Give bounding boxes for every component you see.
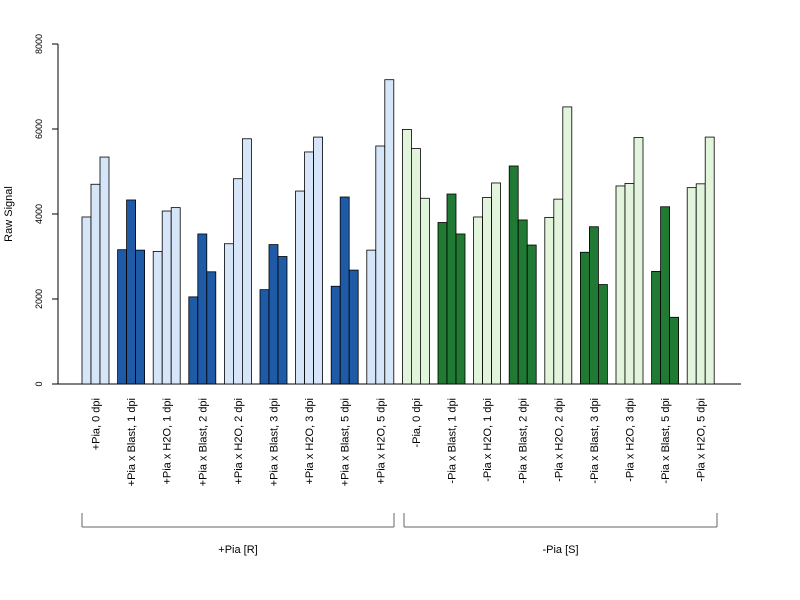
bar — [268, 244, 279, 385]
bar — [589, 226, 599, 385]
bar — [339, 196, 350, 385]
bar — [295, 190, 306, 385]
bar — [348, 269, 359, 385]
category-label: -Pia x Blast, 2 dpi — [518, 398, 530, 484]
category-label: +Pia x Blast, 1 dpi — [126, 398, 138, 486]
group-brackets: +Pia [R] -Pia [S] — [81, 513, 718, 556]
bar — [304, 151, 315, 385]
bars — [81, 79, 715, 385]
bar — [259, 289, 270, 385]
category-labels: +Pia, 0 dpi +Pia x Blast, 1 dpi +Pia x H2O… — [91, 398, 708, 486]
category-label: -Pia x H2O, 2 dpi — [553, 398, 565, 482]
bar — [437, 222, 448, 385]
bar — [624, 182, 635, 385]
bar — [526, 244, 537, 385]
category-label: +Pia x Blast, 5 dpi — [340, 398, 352, 486]
bar — [277, 256, 288, 385]
category-label: -Pia x H2O, 5 dpi — [696, 398, 708, 482]
bar — [206, 271, 217, 385]
y-tick-label: 0 — [34, 381, 44, 386]
y-axis: 0 2000 4000 6000 8000 — [34, 34, 59, 387]
bar — [330, 285, 341, 385]
bar — [90, 183, 101, 385]
bar — [482, 197, 493, 385]
bar — [410, 148, 421, 385]
category-label: -Pia, 0 dpi — [411, 398, 423, 448]
bar — [81, 216, 92, 385]
bar — [99, 156, 110, 385]
bar — [473, 216, 484, 385]
category-label: +Pia x H2O, 3 dpi — [304, 398, 316, 485]
bar — [401, 129, 412, 385]
bar — [508, 165, 519, 385]
category-label: +Pia x Blast, 3 dpi — [269, 398, 281, 486]
category-label: +Pia x Blast, 2 dpi — [197, 398, 209, 486]
bar — [117, 249, 127, 385]
bar — [695, 183, 706, 385]
y-tick-label: 6000 — [34, 119, 44, 139]
bar — [161, 210, 172, 385]
bar — [313, 136, 324, 385]
bar — [188, 296, 199, 385]
y-tick-label: 8000 — [34, 34, 44, 54]
bar — [704, 136, 715, 385]
bar — [517, 219, 528, 385]
bar — [170, 207, 181, 385]
y-tick-label: 4000 — [34, 204, 44, 224]
group-label: +Pia [R] — [218, 544, 257, 556]
bar — [633, 137, 644, 385]
category-label: +Pia x H2O, 1 dpi — [162, 398, 174, 485]
bar — [669, 316, 679, 385]
bar — [135, 249, 146, 385]
bar — [660, 206, 670, 385]
bar — [419, 197, 430, 385]
y-tick-label: 2000 — [34, 289, 44, 309]
category-label: -Pia x H2O, 1 dpi — [482, 398, 494, 482]
bar — [366, 249, 377, 385]
category-label: -Pia x Blast, 5 dpi — [660, 398, 672, 484]
group-label: -Pia [S] — [542, 544, 578, 556]
bar — [446, 193, 457, 385]
category-label: +Pia, 0 dpi — [91, 398, 103, 450]
bar — [152, 250, 163, 385]
bar — [126, 199, 136, 385]
bar — [491, 182, 502, 385]
bar — [375, 145, 386, 385]
bar — [197, 233, 208, 385]
bar — [686, 187, 697, 385]
bar — [455, 233, 466, 385]
category-label: -Pia x H2O, 3 dpi — [625, 398, 637, 482]
bar — [544, 216, 555, 385]
bar — [651, 270, 661, 385]
bar — [580, 251, 590, 385]
bar — [241, 138, 252, 385]
bar — [384, 79, 395, 385]
bar — [562, 106, 573, 385]
bar — [615, 185, 626, 385]
category-label: +Pia x H2O, 2 dpi — [233, 398, 245, 485]
bar — [223, 243, 234, 385]
bar — [232, 178, 243, 385]
category-label: -Pia x Blast, 1 dpi — [447, 398, 459, 484]
bar — [598, 284, 608, 385]
bar — [553, 198, 564, 385]
category-label: +Pia x H2O, 5 dpi — [375, 398, 387, 485]
category-label: -Pia x Blast, 3 dpi — [589, 398, 601, 484]
y-axis-title: Raw Signal — [3, 186, 15, 242]
